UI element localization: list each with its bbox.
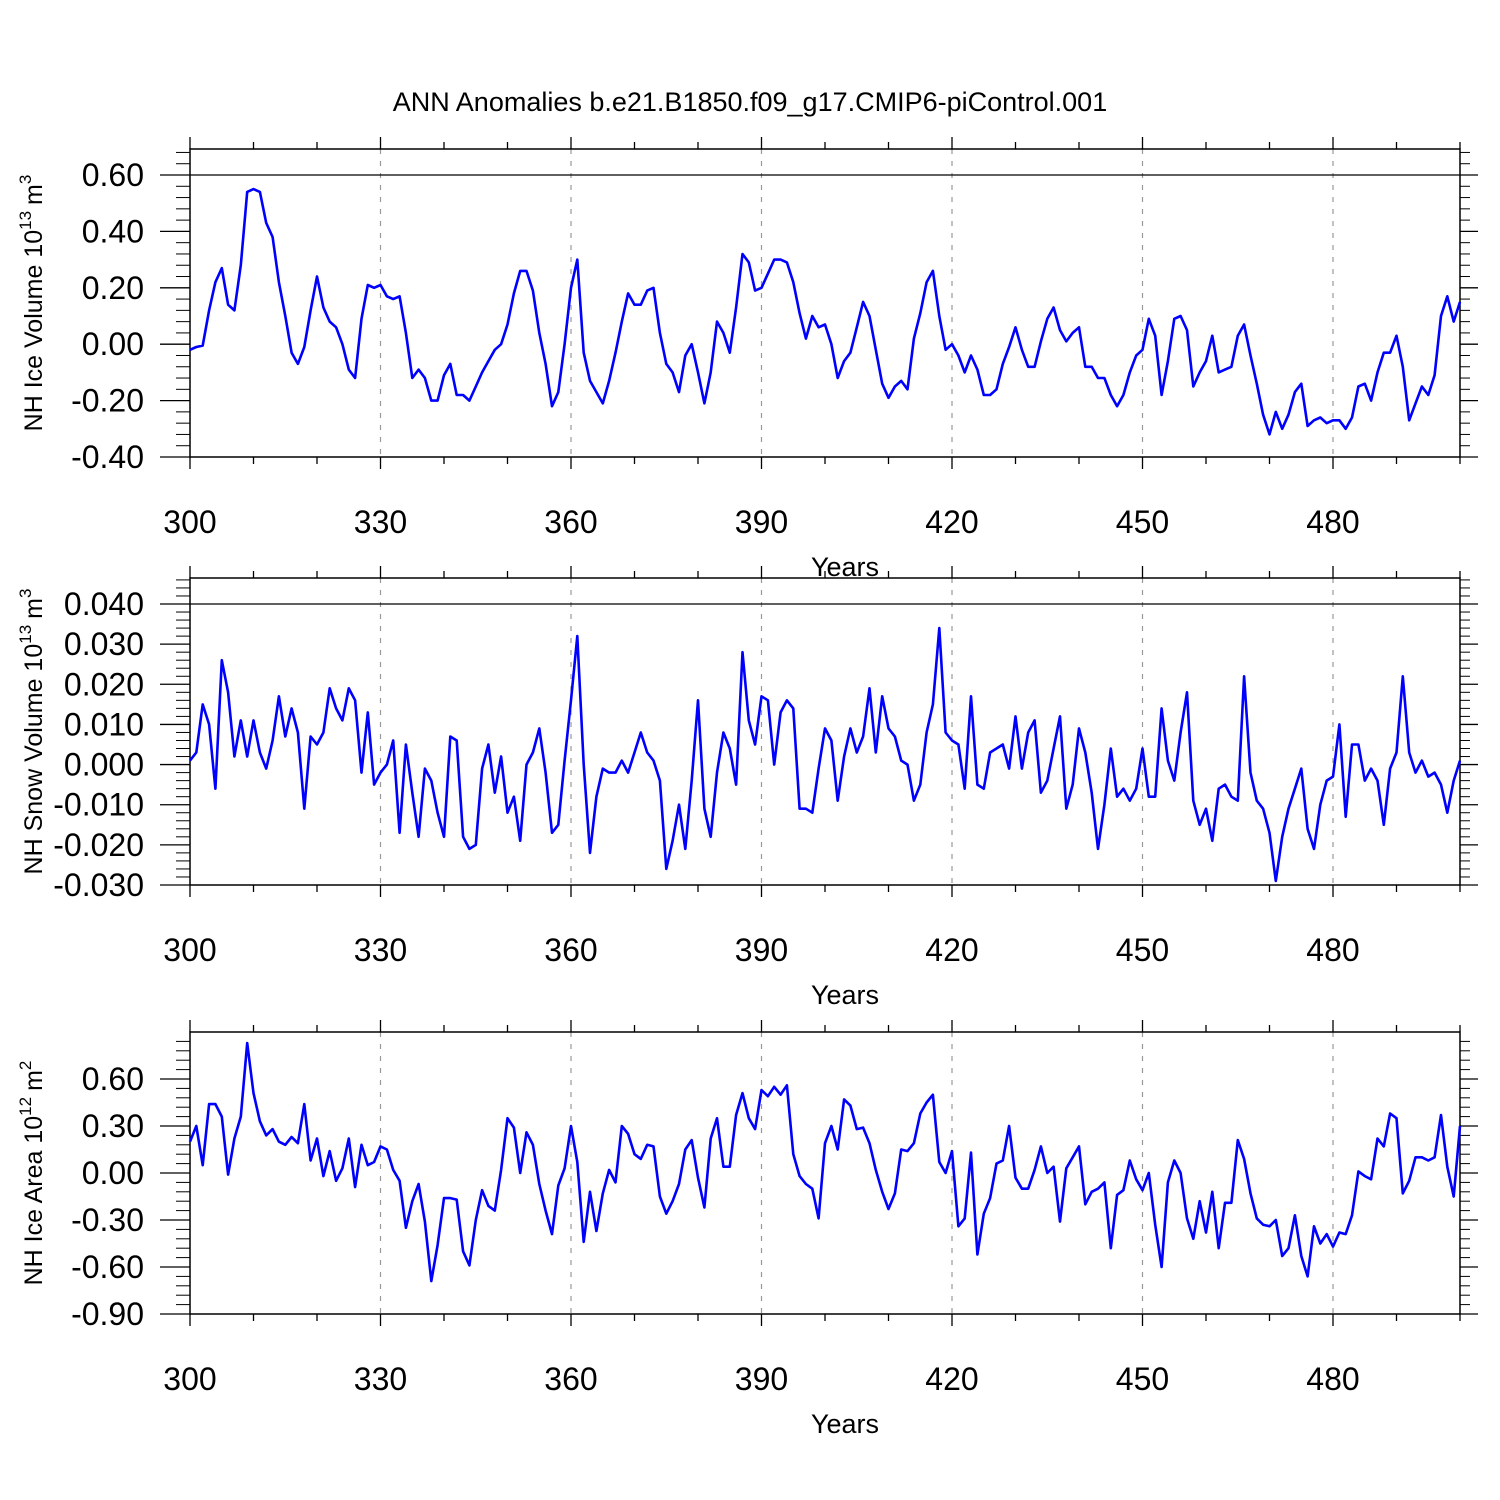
y-tick-label: 0.000 xyxy=(64,747,144,783)
y-tick-label: 0.60 xyxy=(82,157,144,193)
y-tick-label: 0.010 xyxy=(64,706,144,742)
y-axis-label-unit-exponent: 3 xyxy=(16,589,35,598)
y-axis-label: NH Snow Volume 1013 m3 xyxy=(16,589,48,875)
y-tick-label: 0.20 xyxy=(82,270,144,306)
chart-panel-snow-volume: 300 330 360 390 420 450 480 Years 0.040 0.030 0.02… xyxy=(16,566,1478,1010)
y-axis-label: NH Ice Area 1012 m2 xyxy=(16,1061,48,1286)
chart-panels: 300 330 360 390 420 450 480 Years 0.60 0.40 0.20 0.… xyxy=(16,137,1478,1439)
x-tick-label: 480 xyxy=(1306,932,1359,968)
x-axis-label: Years xyxy=(811,1409,879,1439)
x-axis-label: Years xyxy=(811,552,879,582)
x-tick-label: 300 xyxy=(163,1361,216,1397)
data-series-line xyxy=(189,187,1462,436)
y-axis-label-unit-exponent: 2 xyxy=(16,1061,35,1070)
y-axis-label-text: NH Snow Volume 10 xyxy=(20,644,48,875)
x-tick-label: 450 xyxy=(1116,932,1169,968)
chart-panel-ice-area: 300 330 360 390 420 450 480 Years 0.60 0.30 0.00 -0… xyxy=(16,1020,1478,1439)
x-tick-label: 450 xyxy=(1116,1361,1169,1397)
y-axis-label-text: NH Ice Volume 10 xyxy=(20,230,48,432)
y-tick-label: -0.010 xyxy=(53,787,144,823)
y-axis-label-unit: m xyxy=(20,184,48,205)
y-tick-label: -0.30 xyxy=(71,1202,144,1238)
x-tick-label: 420 xyxy=(925,504,978,540)
y-tick-label: -0.20 xyxy=(71,383,144,419)
y-axis-label-exponent: 12 xyxy=(16,1097,35,1116)
x-tick-label: 390 xyxy=(735,504,788,540)
y-tick-label: -0.90 xyxy=(71,1296,144,1332)
y-tick-label: -0.020 xyxy=(53,827,144,863)
x-tick-label: 420 xyxy=(925,1361,978,1397)
y-tick-label: 0.00 xyxy=(82,1155,144,1191)
chart-panel-ice-volume: 300 330 360 390 420 450 480 Years 0.60 0.40 0.20 0.… xyxy=(16,137,1478,582)
y-tick-label: 0.040 xyxy=(64,586,144,622)
y-tick-label: -0.030 xyxy=(53,867,144,903)
y-tick-label: -0.40 xyxy=(71,439,144,475)
y-tick-label: 0.00 xyxy=(82,326,144,362)
y-tick-label: -0.60 xyxy=(71,1249,144,1285)
x-tick-label: 390 xyxy=(735,1361,788,1397)
x-tick-label: 330 xyxy=(354,1361,407,1397)
y-tick-label: 0.020 xyxy=(64,666,144,702)
y-tick-label: 0.30 xyxy=(82,1108,144,1144)
x-tick-label: 480 xyxy=(1306,504,1359,540)
x-tick-label: 420 xyxy=(925,932,978,968)
y-axis-label-unit: m xyxy=(20,598,48,619)
y-axis-label-exponent: 13 xyxy=(16,625,35,644)
y-axis-label-unit: m xyxy=(20,1070,48,1091)
data-series-line xyxy=(188,1041,1462,1283)
y-tick-label: 0.40 xyxy=(82,213,144,249)
y-axis-label-unit-exponent: 3 xyxy=(16,175,35,184)
x-axis-label: Years xyxy=(811,980,879,1010)
x-tick-label: 300 xyxy=(163,932,216,968)
x-tick-label: 360 xyxy=(544,504,597,540)
y-tick-label: 0.60 xyxy=(82,1061,144,1097)
x-tick-label: 360 xyxy=(544,932,597,968)
x-tick-label: 330 xyxy=(354,932,407,968)
y-axis-label-exponent: 13 xyxy=(16,211,35,230)
x-tick-label: 330 xyxy=(354,504,407,540)
y-tick-label: 0.030 xyxy=(64,626,144,662)
x-tick-label: 360 xyxy=(544,1361,597,1397)
y-axis-label: NH Ice Volume 1013 m3 xyxy=(16,175,48,432)
x-tick-label: 480 xyxy=(1306,1361,1359,1397)
x-tick-label: 450 xyxy=(1116,504,1169,540)
figure-title: ANN Anomalies b.e21.B1850.f09_g17.CMIP6-… xyxy=(393,87,1107,117)
y-axis-label-text: NH Ice Area 10 xyxy=(20,1116,48,1286)
data-series-line xyxy=(188,626,1462,883)
x-tick-label: 300 xyxy=(163,504,216,540)
x-tick-label: 390 xyxy=(735,932,788,968)
